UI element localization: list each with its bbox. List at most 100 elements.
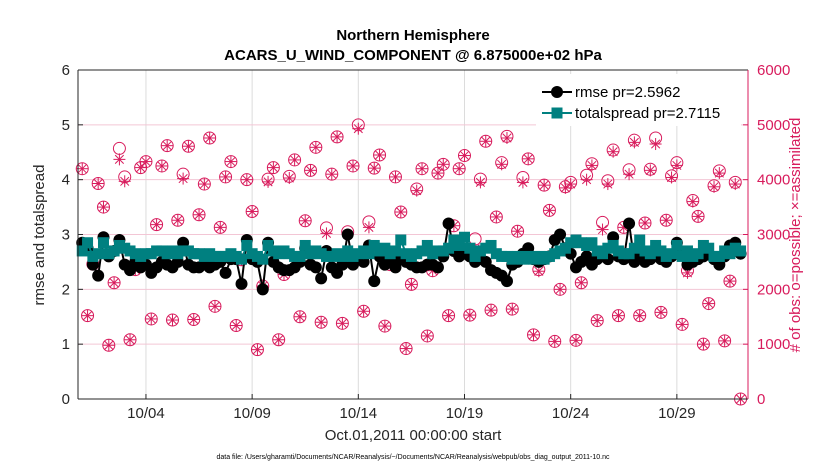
assimilated-obs-marker	[644, 164, 657, 177]
rmse-point	[431, 261, 444, 274]
asterisk-stroke	[77, 164, 87, 174]
assimilated-obs-marker	[569, 334, 582, 347]
asterisk-stroke	[608, 147, 618, 157]
assimilated-obs-marker	[421, 329, 434, 342]
right-tick-label: 4000	[757, 172, 790, 189]
y-tick-label: 6	[62, 62, 70, 79]
asterisk-stroke	[167, 315, 178, 325]
asterisk-stroke	[693, 211, 703, 222]
asterisk-stroke	[651, 139, 661, 149]
asterisk-stroke	[587, 160, 597, 171]
assimilated-obs-marker	[601, 178, 614, 191]
asterisk-stroke	[374, 150, 385, 160]
asterisk-stroke	[141, 156, 151, 167]
asterisk-stroke	[661, 215, 671, 225]
totalspread-point	[82, 237, 94, 249]
asterisk-stroke	[682, 268, 693, 278]
asterisk-stroke	[205, 133, 215, 143]
asterisk-stroke	[465, 310, 475, 320]
assimilated-obs-marker	[161, 139, 174, 152]
asterisk-stroke	[199, 179, 209, 189]
assimilated-obs-marker	[442, 309, 455, 322]
asterisk-stroke	[327, 169, 337, 179]
totalspread-point	[458, 231, 470, 243]
assimilated-obs-marker	[676, 318, 689, 331]
assimilated-obs-marker	[347, 159, 360, 172]
x-tick-label: 10/09	[233, 405, 271, 422]
x-tick-label: 10/24	[552, 405, 590, 422]
assimilated-obs-marker	[500, 131, 513, 144]
totalspread-point	[76, 245, 88, 257]
legend-rmse-label: rmse pr=2.5962	[575, 84, 680, 101]
asterisk-stroke	[194, 210, 204, 220]
asterisk-stroke	[698, 339, 709, 349]
legend-box	[536, 74, 741, 126]
asterisk-stroke	[640, 218, 650, 228]
asterisk-stroke	[114, 154, 125, 164]
asterisk-stroke	[104, 340, 114, 350]
totalspread-point	[421, 239, 433, 251]
assimilated-obs-marker	[639, 216, 652, 229]
asterisk-stroke	[459, 150, 470, 161]
asterisk-stroke	[290, 155, 300, 165]
totalspread-point	[644, 248, 656, 260]
asterisk-stroke	[93, 178, 103, 189]
asterisk-stroke	[433, 168, 443, 178]
asterisk-stroke	[210, 301, 220, 311]
totalspread-point	[703, 242, 715, 254]
asterisk-stroke	[396, 207, 406, 217]
assimilated-obs-marker	[352, 122, 365, 135]
asterisk-stroke	[730, 179, 740, 189]
y-tick-label: 4	[62, 172, 70, 189]
asterisk-stroke	[725, 276, 735, 286]
asterisk-stroke	[173, 215, 183, 225]
legend-rmse-marker	[551, 86, 563, 98]
asterisk-stroke	[125, 335, 135, 345]
data-file-footer: data file: /Users/gharamti/Documents/NCA…	[216, 454, 610, 461]
asterisk-stroke	[709, 182, 719, 192]
assimilated-obs-marker	[283, 172, 296, 185]
assimilated-obs-marker	[485, 304, 498, 317]
asterisk-stroke	[305, 165, 316, 175]
asterisk-stroke	[438, 159, 448, 169]
assimilated-obs-marker	[405, 278, 418, 291]
asterisk-stroke	[582, 175, 592, 185]
assimilated-obs-marker	[495, 158, 508, 171]
asterisk-stroke	[672, 160, 682, 171]
totalspread-point	[236, 253, 248, 265]
asterisk-stroke	[359, 306, 369, 316]
asterisk-stroke	[274, 335, 284, 345]
asterisk-stroke	[247, 206, 257, 217]
assimilated-obs-marker	[580, 173, 593, 186]
assimilated-obs-marker	[416, 162, 429, 175]
assimilated-obs-marker	[623, 168, 636, 181]
totalspread-point	[443, 242, 455, 254]
asterisk-stroke	[624, 169, 634, 179]
asterisk-stroke	[157, 161, 167, 171]
assimilated-obs-marker	[272, 333, 285, 346]
assimilated-obs-marker	[230, 319, 243, 332]
asterisk-stroke	[688, 197, 698, 207]
totalspread-point	[241, 239, 253, 251]
assimilated-obs-marker	[538, 179, 551, 192]
asterisk-stroke	[566, 179, 576, 189]
asterisk-stroke	[550, 336, 560, 347]
rmse-point	[92, 269, 105, 282]
assimilated-obs-marker	[660, 214, 673, 227]
rmse-point	[315, 272, 328, 285]
totalspread-point	[671, 239, 683, 251]
assimilated-obs-marker	[697, 338, 710, 351]
asterisk-stroke	[242, 175, 252, 185]
asterisk-stroke	[603, 179, 613, 189]
assimilated-obs-marker	[203, 131, 216, 144]
rmse-point	[554, 228, 567, 241]
assimilated-obs-marker	[463, 309, 476, 322]
y-tick-label: 5	[62, 117, 70, 134]
right-tick-label: 1000	[757, 336, 790, 353]
assimilated-obs-marker	[134, 161, 147, 174]
asterisk-stroke	[534, 266, 544, 276]
asterisk-stroke	[162, 141, 172, 151]
assimilated-obs-marker	[102, 339, 115, 352]
assimilated-obs-marker	[511, 225, 524, 238]
assimilated-obs-marker	[208, 300, 221, 313]
